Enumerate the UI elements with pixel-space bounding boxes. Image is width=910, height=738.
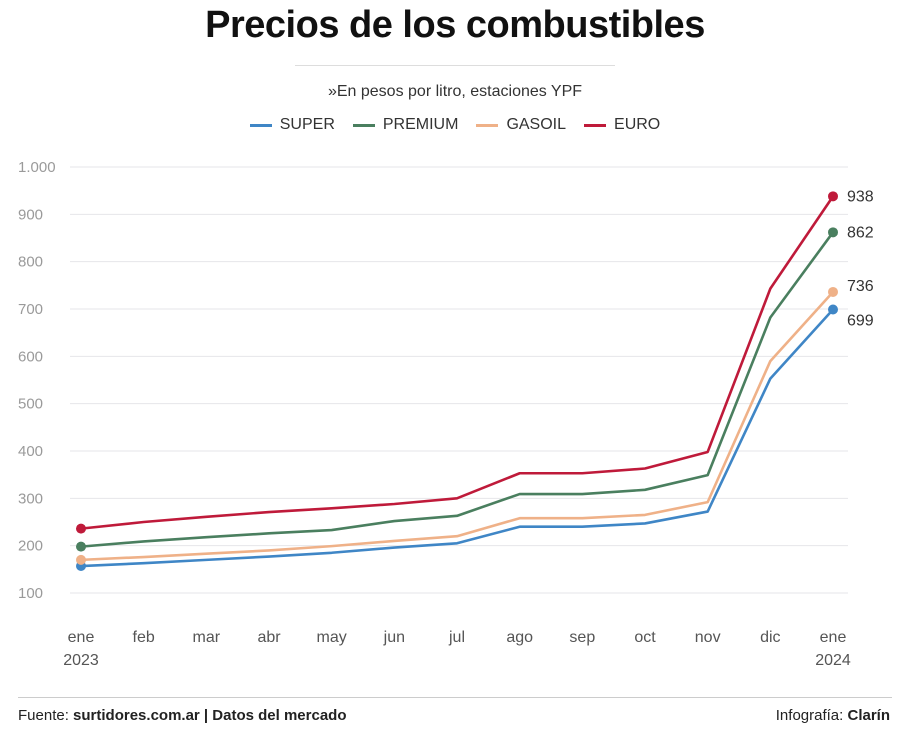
credit-note: Infografía: Clarín (776, 707, 890, 724)
legend-item: PREMIUM (352, 116, 459, 134)
chart-subtitle: »En pesos por litro, estaciones YPF (327, 83, 583, 100)
x-tick-label: mar (193, 629, 221, 646)
start-point-euro (76, 523, 86, 534)
y-tick-label: 600 (18, 348, 43, 365)
y-tick-label: 300 (18, 490, 43, 507)
x-tick-label: dic (760, 629, 780, 646)
end-point-super (828, 304, 838, 315)
source-name: surtidores.com.ar | Datos del mercado (73, 707, 347, 724)
end-point-gasoil (828, 286, 838, 297)
x-tick-label: ene (820, 629, 847, 646)
legend-item: EURO (584, 116, 660, 134)
end-value-label: 699 (847, 312, 874, 329)
x-tick-label: may (317, 629, 347, 646)
x-tick-label: jul (448, 629, 465, 646)
end-point-euro (828, 191, 838, 202)
series-line-gasoil (80, 291, 834, 562)
source-note: Fuente: surtidores.com.ar | Datos del me… (18, 707, 347, 724)
x-tick-label: feb (133, 629, 155, 646)
y-tick-label: 400 (18, 443, 43, 460)
start-point-premium (76, 541, 86, 552)
y-tick-label: 800 (18, 254, 43, 271)
chart-title: Precios de los combustibles (205, 4, 705, 46)
legend-item: GASOIL (476, 116, 566, 134)
y-tick-label: 500 (18, 396, 43, 413)
end-value-label: 938 (847, 188, 874, 205)
end-point-premium (828, 227, 838, 238)
title-divider (295, 65, 615, 66)
credit-name: Clarín (847, 707, 890, 724)
end-value-label: 736 (847, 278, 874, 295)
legend-swatch (249, 123, 272, 127)
line-chart: 100 200 300 400 500 600 700 800 900 1.000 ene 2023 f… (18, 159, 874, 669)
x-tick-label: abr (257, 629, 281, 646)
series-line-super (80, 308, 834, 568)
legend-label: EURO (614, 116, 661, 133)
y-tick-label: 700 (18, 301, 43, 318)
x-tick-year: 2023 (63, 652, 99, 669)
legend-item: SUPER (249, 116, 335, 134)
x-tick-label: jun (383, 629, 405, 646)
x-tick-year: 2024 (815, 652, 851, 669)
x-tick-label: sep (569, 629, 595, 646)
x-tick-label: oct (634, 629, 656, 646)
legend: SUPER PREMIUM GASOIL EURO (0, 116, 910, 134)
legend-label: GASOIL (506, 116, 567, 133)
x-tick-label: ago (506, 629, 533, 646)
x-tick-label: ene (68, 629, 95, 646)
source-prefix: Fuente: (18, 707, 74, 724)
end-value-label: 862 (847, 224, 874, 241)
legend-swatch (584, 123, 607, 127)
credit-prefix: Infografía: (775, 707, 848, 724)
legend-swatch (352, 123, 375, 127)
y-tick-label: 200 (18, 538, 43, 555)
series-line-euro (80, 195, 835, 530)
y-tick-label: 1.000 (18, 159, 56, 176)
legend-swatch (476, 123, 499, 127)
series-line-premium (80, 231, 835, 548)
x-tick-label: nov (695, 629, 721, 646)
start-point-gasoil (76, 554, 86, 565)
legend-label: PREMIUM (382, 116, 459, 133)
y-tick-label: 100 (18, 585, 43, 602)
footer-divider (18, 697, 892, 698)
y-tick-label: 900 (18, 206, 43, 223)
legend-label: SUPER (279, 116, 335, 133)
